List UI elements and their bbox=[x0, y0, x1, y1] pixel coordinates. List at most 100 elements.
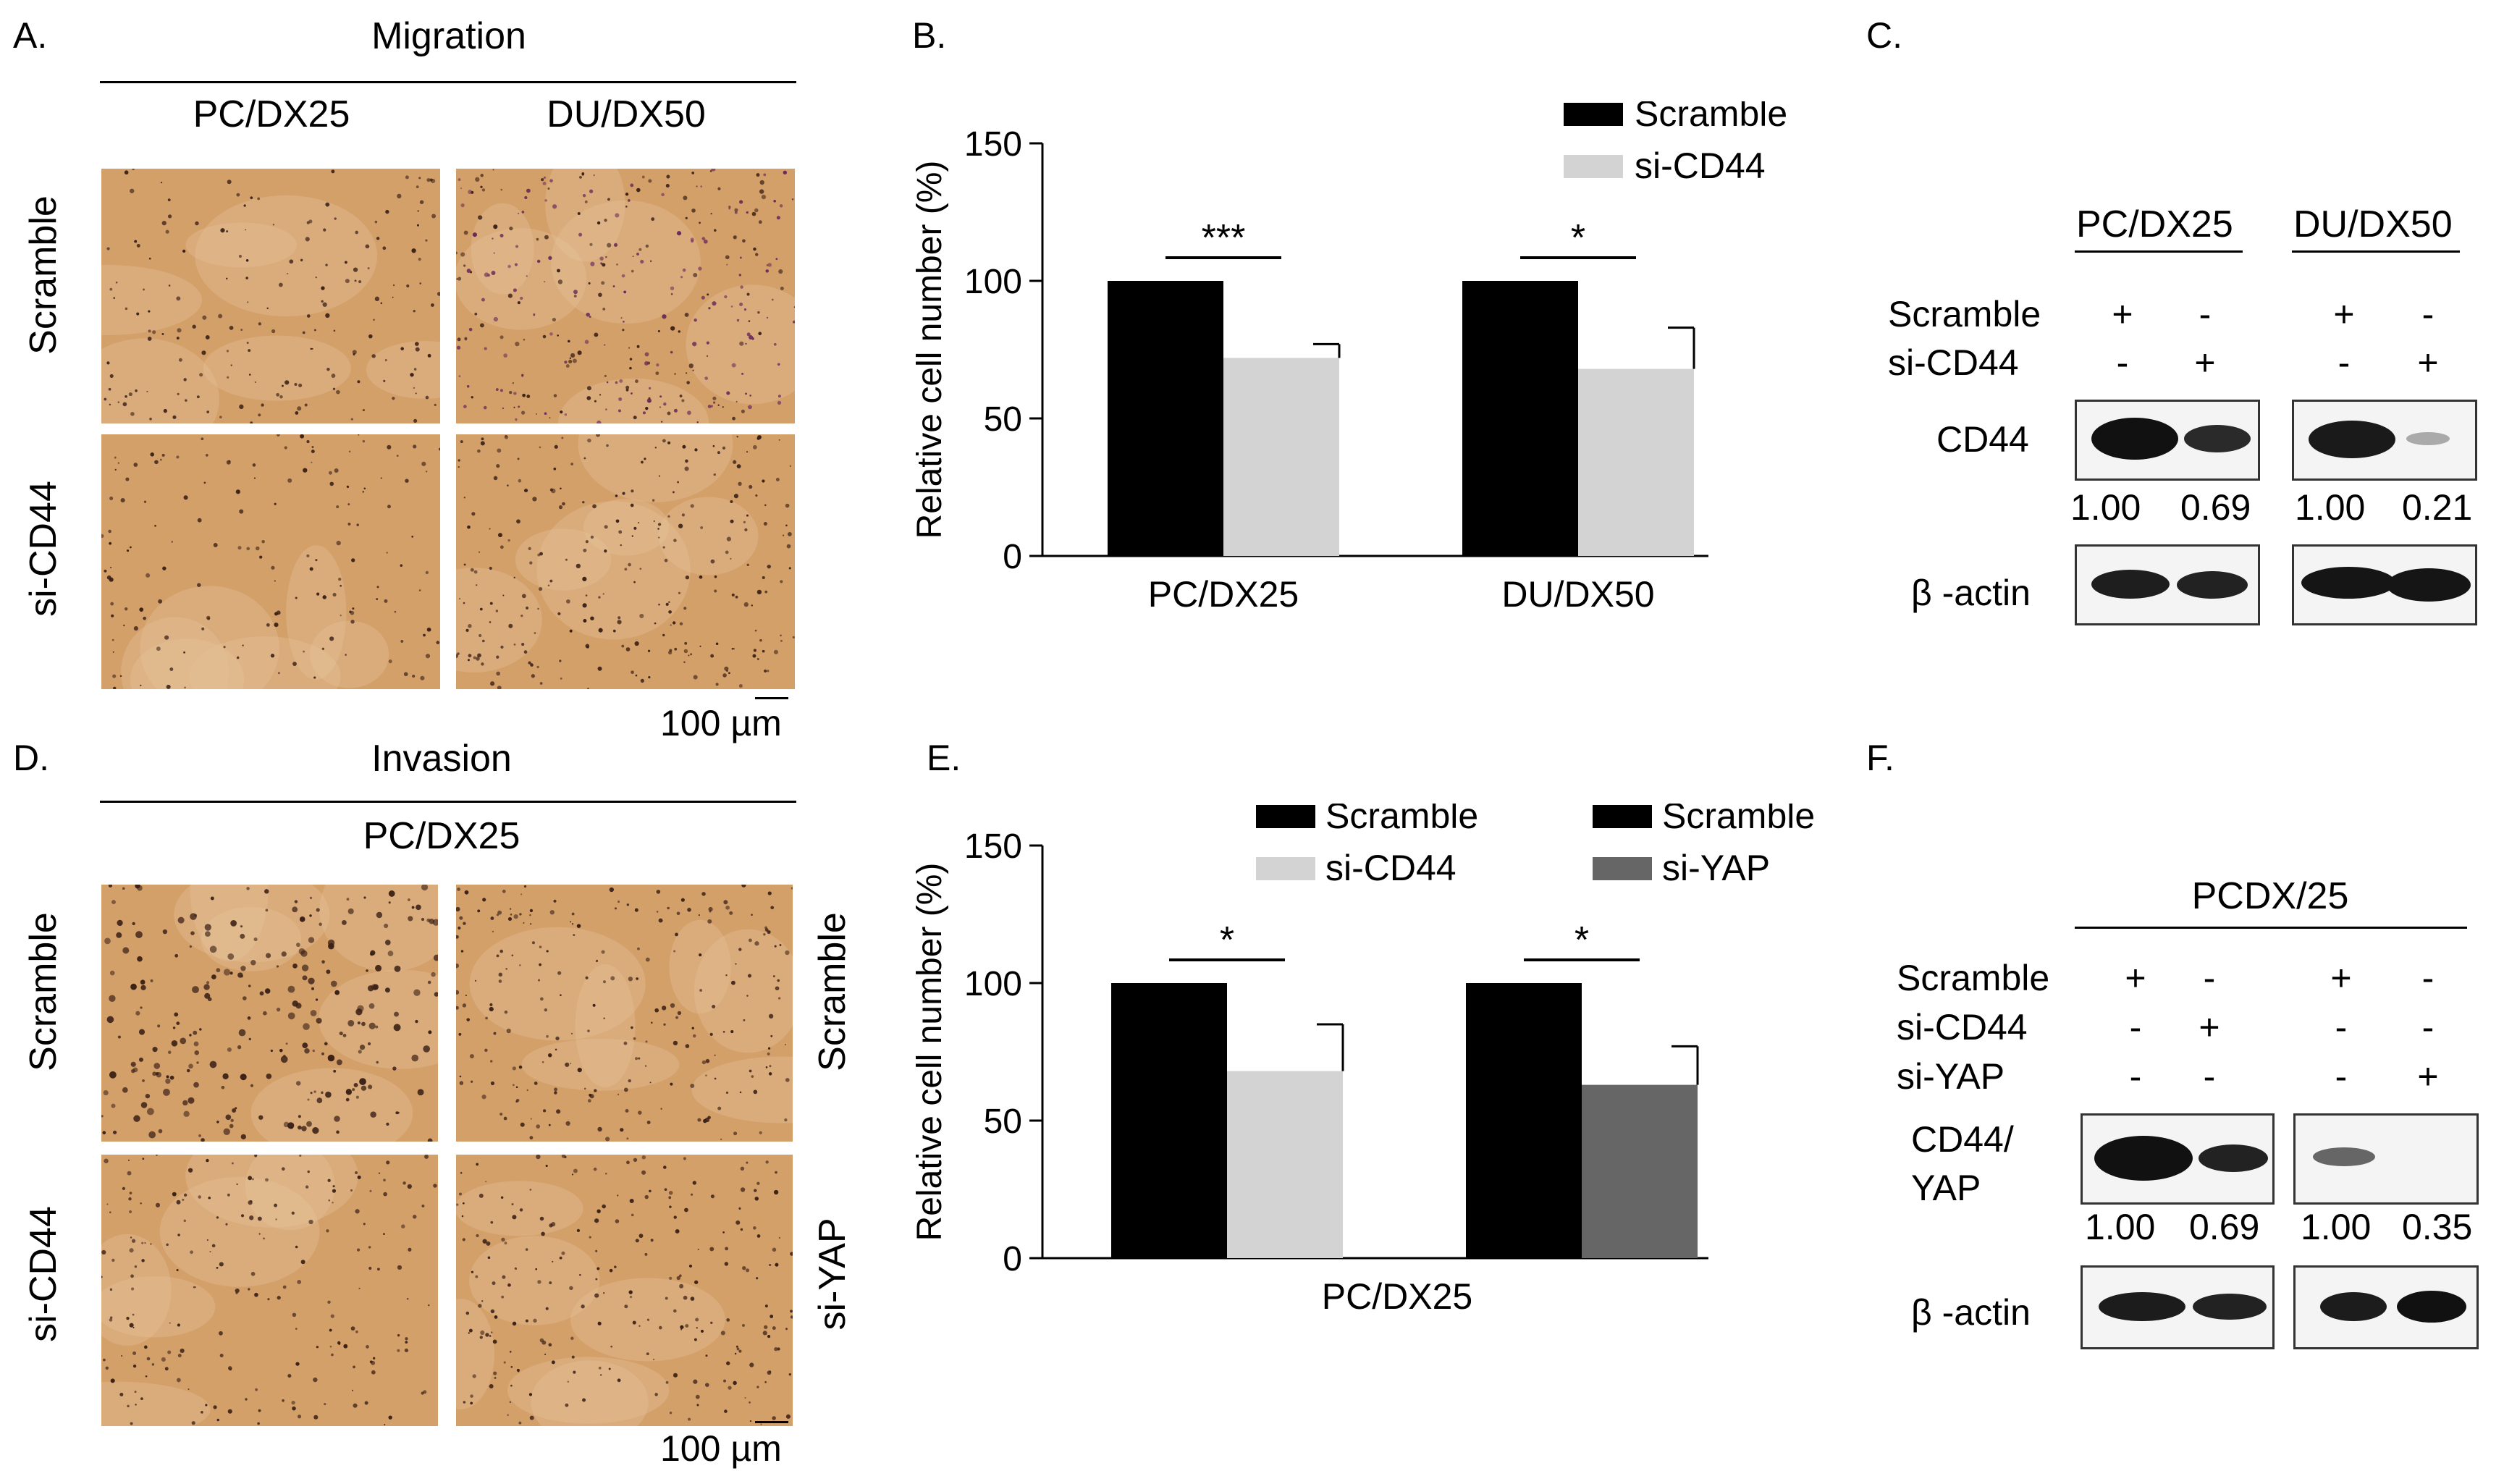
cell-dot bbox=[253, 937, 258, 942]
blot-c-protein-cd44: CD44 bbox=[1936, 419, 2029, 460]
cell-dot bbox=[227, 1366, 232, 1370]
cell-dot bbox=[594, 400, 597, 402]
cell-dot bbox=[227, 180, 232, 185]
micrograph-background bbox=[101, 885, 438, 1142]
cell-dot bbox=[601, 281, 605, 285]
cell-dot bbox=[126, 549, 130, 552]
cell-dot bbox=[662, 546, 665, 549]
blot-c-cond-1: Scramble bbox=[1888, 294, 2041, 334]
cell-dot bbox=[507, 484, 509, 486]
cell-dot bbox=[698, 914, 700, 916]
cell-dot bbox=[376, 586, 379, 589]
cell-dot bbox=[557, 971, 562, 975]
cell-dot bbox=[510, 1365, 513, 1368]
cell-dot bbox=[749, 1401, 751, 1404]
cell-dot bbox=[460, 252, 465, 257]
cell-dot bbox=[425, 239, 428, 242]
cell-dot bbox=[245, 259, 249, 262]
cell-dot bbox=[673, 1215, 677, 1219]
blot-f-sign: + bbox=[2330, 958, 2352, 998]
cell-dot bbox=[196, 395, 200, 399]
cell-dot bbox=[274, 502, 277, 505]
cell-dot bbox=[352, 350, 357, 355]
cell-dot bbox=[496, 954, 499, 958]
cell-dot bbox=[645, 1065, 647, 1067]
cell-dot bbox=[296, 943, 300, 948]
cell-dot bbox=[587, 1029, 590, 1032]
cell-dot bbox=[746, 1268, 750, 1273]
cell-dot bbox=[456, 345, 461, 350]
cell-dot bbox=[479, 1193, 484, 1198]
cell-dot bbox=[690, 653, 693, 656]
cell-dot bbox=[586, 645, 589, 649]
cell-dot bbox=[466, 269, 471, 273]
cell-dot bbox=[668, 610, 672, 614]
cell-dot bbox=[120, 497, 125, 503]
cell-dot bbox=[512, 1321, 517, 1326]
cell-dot bbox=[161, 1357, 166, 1362]
cell-dot bbox=[548, 1123, 551, 1126]
cell-dot bbox=[336, 389, 340, 395]
cell-dot bbox=[756, 173, 760, 177]
cell-dot bbox=[192, 986, 199, 994]
cell-dot bbox=[577, 212, 581, 216]
cell-dot bbox=[502, 407, 505, 410]
cell-dot bbox=[459, 916, 463, 920]
band bbox=[2320, 1292, 2387, 1321]
blot-f-sign: - bbox=[2129, 1007, 2142, 1047]
cell-dot bbox=[707, 293, 709, 296]
cell-dot bbox=[699, 575, 703, 579]
cell-dot bbox=[166, 1075, 169, 1079]
cell-dot bbox=[631, 535, 633, 537]
cell-dot bbox=[355, 1095, 359, 1099]
cell-dot bbox=[127, 1159, 130, 1161]
cell-dot bbox=[681, 399, 685, 402]
cell-dot bbox=[674, 647, 678, 651]
cell-dot bbox=[530, 663, 534, 667]
cell-dot bbox=[388, 1415, 392, 1420]
cell-dot bbox=[606, 444, 609, 447]
cell-dot bbox=[316, 1017, 322, 1024]
cell-dot bbox=[583, 548, 587, 552]
cell-dot bbox=[106, 361, 110, 365]
cell-dot bbox=[397, 193, 402, 199]
cell-dot bbox=[403, 672, 408, 677]
cell-dot bbox=[155, 1072, 159, 1076]
cell-dot bbox=[467, 659, 470, 662]
cell-dot bbox=[111, 638, 114, 641]
cell-dot bbox=[759, 1131, 762, 1134]
cell-dot bbox=[742, 1266, 746, 1270]
cell-dot bbox=[177, 392, 180, 395]
cell-dot bbox=[193, 1082, 199, 1088]
cell-dot bbox=[468, 654, 472, 658]
cell-dot bbox=[270, 654, 275, 658]
cell-dot bbox=[277, 1296, 281, 1300]
cell-dot bbox=[544, 281, 546, 283]
cell-dot bbox=[474, 979, 477, 982]
cell-dot bbox=[358, 434, 360, 436]
cell-dot bbox=[512, 1066, 516, 1071]
cell-dot bbox=[163, 408, 167, 413]
cell-dot bbox=[751, 1075, 754, 1078]
cell-dot bbox=[612, 629, 616, 633]
cell-dot bbox=[465, 1311, 470, 1315]
cell-dot bbox=[292, 1000, 298, 1007]
cell-dot bbox=[739, 302, 743, 306]
cell-dot bbox=[411, 906, 415, 909]
bar-si-yap bbox=[1582, 1084, 1698, 1258]
panel-d-row-label-left-1: Scramble bbox=[22, 912, 64, 1071]
cell-dot bbox=[658, 475, 660, 477]
cell-dot bbox=[248, 374, 251, 376]
cell-dot bbox=[129, 1192, 132, 1194]
cell-dot bbox=[485, 1016, 488, 1020]
cell-dot bbox=[756, 589, 762, 595]
quant-f: 1.00 bbox=[2085, 1207, 2156, 1247]
cell-dot bbox=[565, 364, 570, 368]
bar-scramble bbox=[1462, 281, 1578, 556]
cell-dot bbox=[785, 1078, 790, 1082]
blot-f-group-rule bbox=[2075, 927, 2467, 929]
cell-dot bbox=[128, 1197, 132, 1201]
micrograph-shade bbox=[121, 617, 229, 689]
blot-c-sign: + bbox=[2112, 294, 2133, 334]
micrograph-shade bbox=[469, 927, 646, 1041]
